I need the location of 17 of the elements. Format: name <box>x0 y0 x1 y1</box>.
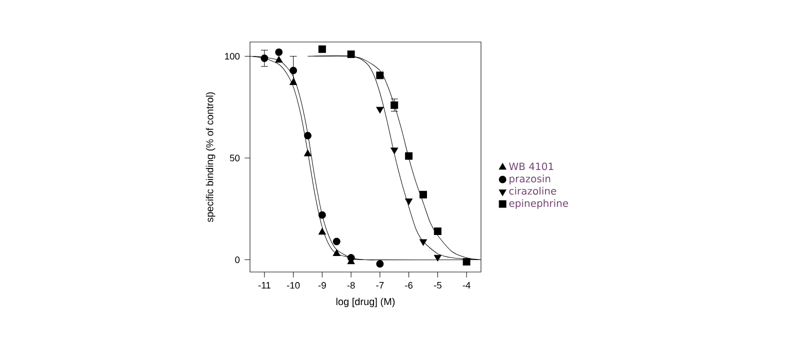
legend-label: epinephrine <box>509 199 568 209</box>
y-axis-title: specific binding (% of control) <box>206 92 216 222</box>
x-tick-label: -10 <box>286 282 300 289</box>
legend-label: WB 4101 <box>509 162 554 170</box>
x-tick-label: -6 <box>405 282 413 289</box>
x-axis-title: log [drug] (M) <box>336 298 395 308</box>
y-tick-label: 100 <box>225 52 240 60</box>
x-tick-label: -7 <box>376 282 384 288</box>
y-tick-label: 0 <box>235 256 240 264</box>
x-tick-label: -5 <box>434 282 442 289</box>
x-tick-label: -9 <box>318 282 326 289</box>
legend-label: cirazoline <box>509 186 556 195</box>
x-tick-label: -4 <box>462 282 470 288</box>
x-tick-label: -8 <box>347 282 355 289</box>
x-tick-label: -11 <box>258 282 270 288</box>
legend-label: prazosin <box>510 174 550 184</box>
y-tick-label: 50 <box>230 154 240 162</box>
